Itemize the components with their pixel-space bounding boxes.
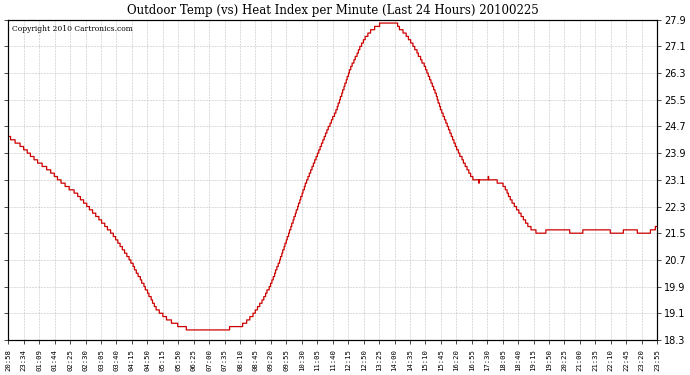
Title: Outdoor Temp (vs) Heat Index per Minute (Last 24 Hours) 20100225: Outdoor Temp (vs) Heat Index per Minute …	[127, 4, 539, 17]
Text: Copyright 2010 Cartronics.com: Copyright 2010 Cartronics.com	[12, 24, 132, 33]
